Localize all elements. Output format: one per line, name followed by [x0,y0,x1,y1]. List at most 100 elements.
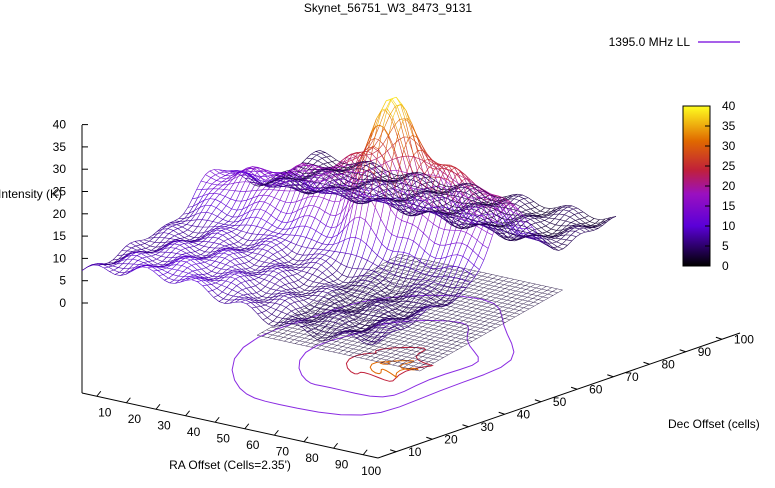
surface-line [168,272,173,274]
surface-line [521,204,525,206]
surface-line [195,259,200,263]
surface-line [422,215,427,220]
surface-line [206,183,211,184]
surface-line [224,251,228,253]
contour-line [232,295,514,415]
surface-line [214,297,219,301]
surface-line [235,259,240,264]
surface-line [274,198,279,201]
surface-line [243,255,247,257]
surface-line [388,320,393,321]
surface-line [150,246,155,247]
surface-line [326,261,331,266]
surface-line [537,228,541,229]
surface-line [220,194,225,196]
surface-line [239,258,244,263]
surface-line [567,223,571,226]
surface-line [156,255,161,257]
surface-line [195,252,200,255]
surface-line [285,283,289,284]
surface-line [359,333,364,335]
surface-line [350,218,354,238]
surface-line [194,245,198,247]
surface-line [323,244,328,245]
surface-line [148,262,153,265]
surface-line [267,215,271,221]
surface-line [246,304,251,308]
surface-line [467,236,471,246]
surface-line [232,209,237,210]
surface-line [233,237,238,241]
surface-line [263,190,267,195]
surface-line [290,302,294,304]
surface-line [423,281,427,284]
surface-line [277,312,281,317]
surface-line [136,252,141,253]
surface-line [396,330,400,331]
surface-line [369,270,374,272]
surface-line [330,202,334,215]
surface-line [314,206,319,208]
surface-line [217,211,221,216]
surface-line [263,318,267,320]
surface-line [547,229,551,232]
surface-line [312,231,316,240]
surface-line [216,208,221,212]
surface-line [311,228,316,231]
surface-line [171,224,176,225]
surface-line [371,228,376,237]
surface-line [299,300,303,301]
surface-line [284,278,289,284]
surface-line [246,269,251,272]
surface-line [287,311,291,314]
surface-line [325,284,330,285]
surface-line [137,254,141,256]
surface-line [204,259,209,260]
surface-line [133,256,137,260]
surface-line [362,244,366,258]
surface-line [145,244,150,247]
surface-line [336,261,341,264]
surface-line [201,255,206,256]
surface-line [211,284,216,288]
base-line [371,279,514,360]
surface-line [277,267,281,268]
surface-line [311,218,315,228]
surface-line [209,221,213,227]
surface-line [148,261,152,262]
surface-line [215,194,219,199]
chart-title: Skynet_56751_W3_8473_9131 [304,1,472,15]
surface-line [221,269,226,270]
surface-line [319,302,324,304]
surface-line [271,284,275,289]
surface-line [183,268,187,272]
surface-line [144,238,148,240]
surface-line [183,232,188,236]
surface-line [130,243,135,246]
surface-line [361,285,366,286]
surface-line [128,259,132,264]
surface-line [114,268,118,271]
surface-line [487,232,492,235]
surface-line [318,244,322,249]
surface-line [478,245,482,256]
surface-line [395,265,399,275]
surface-line [321,234,326,237]
surface-line [220,173,225,175]
surface-line [213,185,217,189]
surface-line [205,262,210,265]
surface-line [227,209,231,215]
surface-line [247,288,252,294]
surface-line [536,211,540,213]
surface-line [161,267,166,268]
surface-line [253,276,258,278]
surface-line [378,297,382,298]
surface-line [208,237,212,242]
surface-line [385,279,390,283]
surface-line [238,253,243,257]
surface-line [185,258,190,260]
surface-line [362,258,367,261]
surface-line [299,287,304,290]
surface-line [339,314,344,317]
